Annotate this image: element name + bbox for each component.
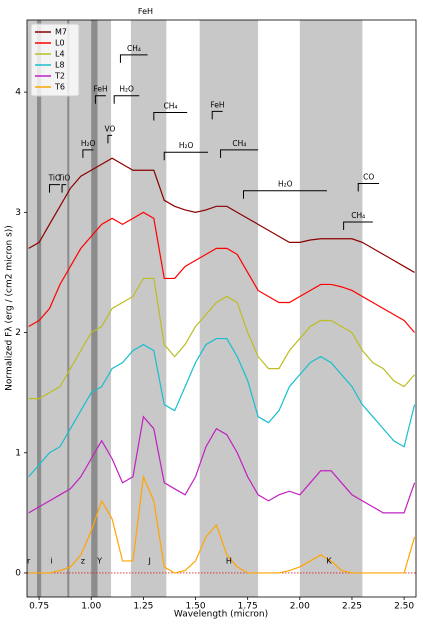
feature-bracket (113, 95, 140, 104)
x-tick-label: 1.00 (81, 602, 101, 612)
feature-bracket (163, 151, 209, 161)
annotation: H (226, 556, 232, 565)
feature-bracket (220, 149, 259, 158)
x-tick-label: 2.00 (290, 602, 310, 612)
plot-overlay: 0.75 1.00 1.25 1.50 1.75 2.00 2.25 2.50 0 1 2 3 4 TiO… (15, 7, 414, 611)
legend-label: M7 (55, 28, 67, 37)
band-region (199, 20, 259, 597)
spectrum-line (28, 337, 416, 478)
feature-bracket (94, 95, 106, 104)
band-region (130, 20, 167, 597)
feature-label: CO (363, 172, 374, 181)
y-tick-label: 4 (15, 88, 21, 98)
legend-label: L4 (55, 50, 65, 59)
feature-label: FeH (210, 100, 224, 109)
y-tick-label: 1 (15, 448, 21, 458)
spectrum-line (28, 157, 415, 273)
feature-label: H₂O (81, 139, 96, 148)
feature-label: H₂O (179, 141, 194, 150)
telluric-region (67, 20, 70, 597)
annotation: Y (96, 556, 102, 565)
feature-bracket (343, 221, 373, 230)
legend-label: T2 (54, 72, 65, 81)
x-tick-label: 2.25 (342, 602, 362, 612)
spectrum-line (28, 277, 415, 400)
telluric-region (37, 20, 42, 597)
legend-label: T6 (54, 83, 65, 92)
plot-lines (28, 157, 416, 574)
feature-label: VO (105, 124, 116, 133)
legend-box (30, 23, 80, 97)
feature-label: FeH (94, 85, 108, 94)
x-tick-label: 1.75 (238, 602, 258, 612)
feature-label: CH₄ (127, 44, 141, 53)
x-tick-label: 1.50 (186, 602, 206, 612)
annotation: K (326, 556, 332, 565)
telluric-region (91, 20, 98, 597)
feature-label: TiO (57, 174, 70, 183)
x-tick-label: 1.25 (133, 602, 153, 612)
spectrum-line (28, 474, 416, 574)
legend-label: L0 (55, 39, 65, 48)
annotation: J (147, 556, 150, 565)
feature-label: H₂O (278, 180, 293, 189)
annotation: r (27, 556, 31, 565)
feature-bracket (357, 182, 380, 192)
legend-label: L8 (55, 61, 65, 70)
y-axis-label: Normalized Fλ (erg / (cm2 micron s)) (5, 225, 15, 391)
y-tick-label: 2 (15, 328, 21, 338)
feature-bracket (153, 112, 188, 121)
plot-frame (26, 19, 417, 598)
feature-label: CH₄ (164, 102, 178, 111)
x-axis-label: Wavelength (micron) (174, 610, 268, 620)
spectrum-line (28, 211, 415, 333)
feature-bracket (119, 54, 148, 63)
feature-bracket (49, 184, 60, 193)
annotation: z (81, 556, 85, 565)
x-tick-label: 0.75 (29, 602, 49, 612)
feature-bracket (107, 134, 113, 144)
annotation: i (50, 556, 52, 565)
feature-label: TiO (48, 174, 61, 183)
feature-label: H₂O (119, 85, 134, 94)
plot-background (27, 20, 416, 597)
feature-bracket (61, 184, 67, 193)
feature-bracket (243, 190, 327, 199)
spectrum-line (28, 415, 416, 514)
band-region (299, 20, 363, 597)
feature-bracket (211, 110, 223, 120)
x-tick-label: 2.50 (394, 602, 414, 612)
y-tick-label: 0 (15, 568, 21, 578)
feature-label: CH₄ (232, 139, 246, 148)
y-tick-label: 3 (15, 208, 21, 218)
feature-label: CH₄ (351, 211, 365, 220)
feature-bracket (82, 149, 94, 158)
annotation: FeH (138, 7, 153, 16)
